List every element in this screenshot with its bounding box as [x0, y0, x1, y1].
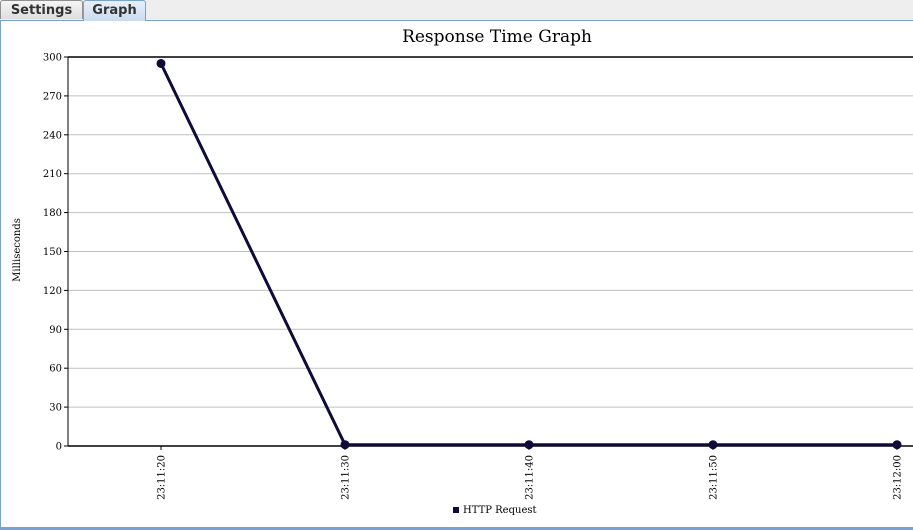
- legend: HTTP Request: [453, 505, 537, 516]
- x-tick-label: 23:11:20: [157, 455, 168, 500]
- y-tick-label: 90: [49, 325, 62, 336]
- y-tick-label: 210: [43, 169, 62, 180]
- series-lines: [159, 62, 897, 447]
- y-tick-labels: 0 30 60 90 120 150 180 210 240 270 300: [43, 53, 62, 453]
- data-point: [156, 58, 166, 68]
- y-tick-label: 300: [43, 53, 62, 64]
- data-point: [524, 440, 534, 450]
- x-tick-label: 23:11:50: [709, 455, 720, 500]
- y-tick-label: 60: [49, 364, 62, 375]
- data-point: [340, 440, 350, 450]
- bottom-border: [0, 527, 913, 530]
- y-tick-label: 0: [56, 442, 62, 453]
- x-tick-label: 23:11:30: [341, 455, 352, 500]
- y-tick-label: 120: [43, 286, 62, 297]
- x-tick-label: 23:12:00: [893, 455, 904, 500]
- y-tick-label: 30: [49, 403, 62, 414]
- legend-label: HTTP Request: [463, 505, 537, 516]
- grid-lines: [68, 95, 913, 408]
- x-tick-labels: 23:11:20 23:11:30 23:11:40 23:11:50 23:12:00: [157, 455, 904, 500]
- y-axis-label: Milliseconds: [12, 218, 23, 282]
- tab-strip: Settings Graph: [0, 0, 913, 21]
- tab-settings[interactable]: Settings: [0, 0, 83, 19]
- y-tick-label: 270: [43, 91, 62, 102]
- y-tick-label: 180: [43, 208, 62, 219]
- tab-graph[interactable]: Graph: [83, 0, 146, 21]
- axes: [64, 56, 913, 450]
- data-point: [892, 440, 902, 450]
- series-line: [159, 62, 897, 447]
- x-tick-label: 23:11:40: [525, 455, 536, 500]
- data-point: [708, 440, 718, 450]
- legend-swatch: [453, 507, 459, 513]
- data-points: [156, 58, 902, 450]
- y-tick-label: 240: [43, 130, 62, 141]
- chart-title: Response Time Graph: [402, 27, 592, 47]
- y-tick-label: 150: [43, 247, 62, 258]
- response-time-chart: Response Time Graph 0 30 60 90 120 150 180 210 2…: [12, 27, 913, 516]
